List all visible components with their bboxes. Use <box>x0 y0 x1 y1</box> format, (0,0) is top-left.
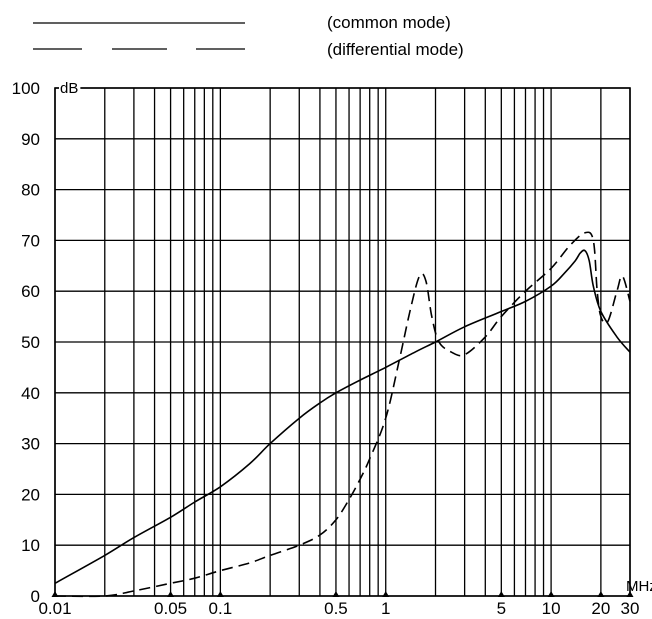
x-tick-label: 0.5 <box>324 599 348 618</box>
x-tick-marker <box>167 591 175 597</box>
y-tick-label: 60 <box>21 282 40 301</box>
x-tick-label: 0.05 <box>154 599 187 618</box>
y-tick-label: 80 <box>21 181 40 200</box>
x-tick-marker <box>626 591 634 597</box>
x-tick-marker <box>547 591 555 597</box>
x-tick-label: 10 <box>542 599 561 618</box>
x-tick-label: 0.01 <box>38 599 71 618</box>
x-tick-label: 5 <box>497 599 506 618</box>
legend: (common mode) (differential mode) <box>33 13 464 59</box>
x-tick-label: 1 <box>381 599 390 618</box>
y-tick-label: 90 <box>21 130 40 149</box>
plot-frame <box>54 87 631 597</box>
legend-label-differential-mode: (differential mode) <box>327 40 464 59</box>
y-tick-label: 30 <box>21 435 40 454</box>
series-line-differential-mode <box>54 231 631 598</box>
x-tick-label: 30 <box>621 599 640 618</box>
y-tick-label: 70 <box>21 231 40 250</box>
legend-label-common-mode: (common mode) <box>327 13 451 32</box>
x-tick-marker <box>597 591 605 597</box>
axis-labels: 0 10 20 30 40 50 60 70 80 90 100 dB 0.01 0.05 0.1 0.5 1 5… <box>12 79 652 618</box>
y-tick-label: 10 <box>21 536 40 555</box>
x-axis-unit: MHz <box>626 578 652 595</box>
x-tick-marker <box>216 591 224 597</box>
y-axis-unit-background <box>59 81 81 96</box>
y-tick-label: 50 <box>21 333 40 352</box>
x-tick-label: 0.1 <box>209 599 233 618</box>
x-tick-marker <box>497 591 505 597</box>
grid <box>54 87 631 597</box>
y-tick-label: 40 <box>21 384 40 403</box>
series <box>54 231 631 598</box>
y-tick-label: 20 <box>21 485 40 504</box>
y-tick-label: 100 <box>12 79 40 98</box>
y-axis-unit: dB <box>60 80 78 97</box>
y-tick-label: 0 <box>31 587 40 606</box>
x-tick-marker <box>382 591 390 597</box>
series-line-common-mode <box>54 249 631 584</box>
x-tick-label: 20 <box>591 599 610 618</box>
x-tick-marker <box>332 591 340 597</box>
